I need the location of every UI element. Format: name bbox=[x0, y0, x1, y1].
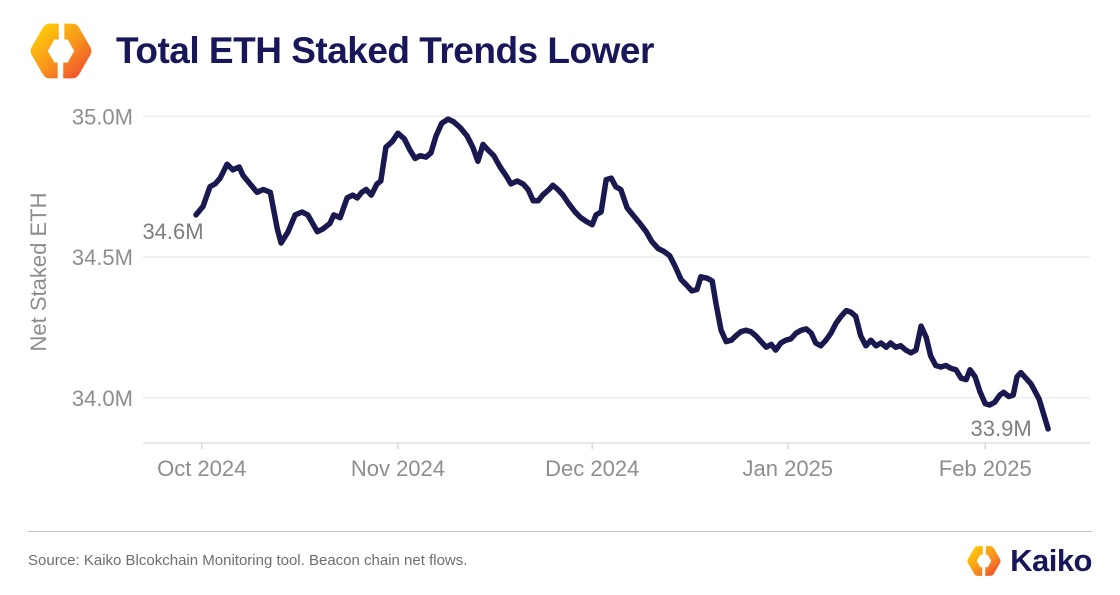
chart-header: Total ETH Staked Trends Lower bbox=[28, 18, 654, 84]
x-tick-label: Feb 2025 bbox=[939, 456, 1032, 481]
value-annotation: 34.6M bbox=[142, 219, 203, 244]
y-axis-title: Net Staked ETH bbox=[26, 193, 51, 352]
page-title: Total ETH Staked Trends Lower bbox=[116, 30, 654, 71]
net-staked-eth-line bbox=[193, 116, 1051, 432]
y-tick-label: 34.0M bbox=[72, 386, 133, 411]
y-tick-label: 35.0M bbox=[72, 104, 133, 129]
x-tick-label: Oct 2024 bbox=[157, 456, 246, 481]
kaiko-brandmark: Kaiko bbox=[966, 543, 1092, 579]
y-tick-label: 34.5M bbox=[72, 245, 133, 270]
source-text: Source: Kaiko Blcokchain Monitoring tool… bbox=[28, 552, 468, 569]
kaiko-logo-icon bbox=[30, 23, 92, 79]
x-tick-label: Dec 2024 bbox=[545, 456, 639, 481]
kaiko-wordmark: Kaiko bbox=[1010, 543, 1092, 578]
kaiko-hexagon-ring-small bbox=[967, 546, 1001, 576]
kaiko-logo-icon-small bbox=[967, 546, 1001, 576]
footer-divider bbox=[28, 531, 1092, 532]
x-tick-label: Jan 2025 bbox=[743, 456, 834, 481]
value-annotation: 33.9M bbox=[971, 416, 1032, 441]
x-tick-label: Nov 2024 bbox=[351, 456, 445, 481]
kaiko-hexagon-ring bbox=[30, 23, 92, 79]
